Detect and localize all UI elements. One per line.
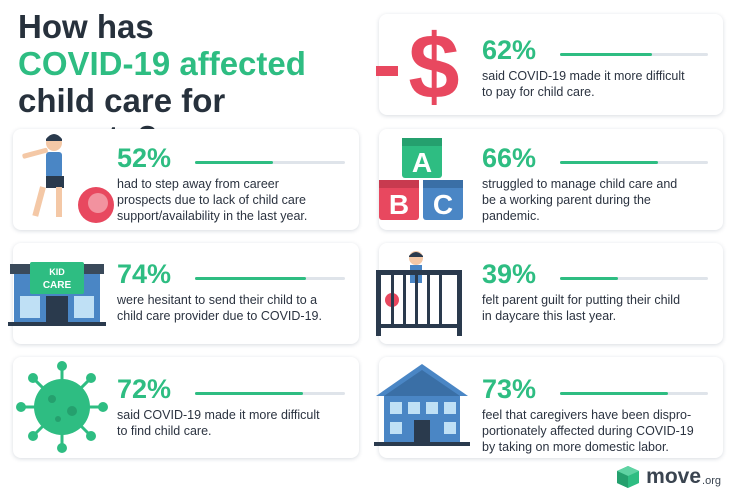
stat-description: were hesitant to send their child to a c… — [117, 293, 322, 323]
move-cube-icon — [617, 466, 640, 488]
block-b-letter: B — [389, 189, 409, 220]
stat-description: felt parent guilt for putting their chil… — [482, 293, 681, 323]
kid-sign-text: KID — [49, 267, 65, 277]
title-line-2: COVID-19 affected — [18, 45, 306, 82]
stat-73: 73% feel that caregivers have been dispr… — [482, 374, 717, 458]
stat-bar-fill — [560, 392, 669, 395]
stat-description: said COVID-19 made it more difficult to … — [482, 69, 685, 99]
stat-percent: 74% — [117, 259, 172, 289]
child-in-crib-icon — [374, 248, 466, 343]
stat-52: 52% had to step away from career prospec… — [117, 143, 352, 223]
brand-suffix: .org — [702, 475, 721, 487]
stat-card-pay-child-care — [379, 14, 723, 115]
stat-bar — [560, 277, 708, 280]
stat-bar — [560, 161, 708, 164]
block-c-letter: C — [433, 189, 453, 220]
block-a-letter: A — [412, 147, 432, 178]
stat-percent: 39% — [482, 259, 537, 289]
stat-percent: 73% — [482, 374, 537, 404]
stat-percent: 66% — [482, 143, 537, 173]
stat-bar-fill — [195, 392, 303, 395]
stat-description: said COVID-19 made it more difficult to … — [117, 408, 320, 438]
stat-description: feel that caregivers have been dispro- p… — [482, 408, 694, 454]
page-title: How has COVID-19 affected child care for… — [18, 8, 363, 156]
stat-bar — [560, 392, 708, 395]
stat-62: 62% said COVID-19 made it more difficult… — [482, 35, 712, 105]
house-icon — [372, 360, 472, 455]
child-with-ball-icon — [14, 129, 114, 234]
abc-blocks-icon: A B C — [377, 134, 469, 231]
stat-bar-fill — [560, 161, 658, 164]
title-line-1: How has — [18, 8, 154, 45]
svg-text:$: $ — [408, 18, 459, 114]
dollar-sign-icon: $ — [372, 16, 468, 119]
stat-percent: 62% — [482, 35, 537, 65]
stat-bar-fill — [560, 53, 652, 56]
kid-care-building-icon: KID CARE — [6, 258, 108, 335]
stat-bar-fill — [560, 277, 618, 280]
stat-72: 72% said COVID-19 made it more difficult… — [117, 374, 352, 444]
stat-percent: 72% — [117, 374, 172, 404]
stat-description: had to step away from career prospects d… — [117, 177, 308, 223]
brand-name: move — [646, 465, 702, 488]
stat-39: 39% felt parent guilt for putting their … — [482, 259, 717, 329]
virus-icon — [14, 359, 110, 460]
stat-bar — [195, 392, 345, 395]
stat-description: struggled to manage child care and be a … — [482, 177, 678, 223]
stat-bar — [195, 161, 345, 164]
stat-percent: 52% — [117, 143, 172, 173]
stat-bar-fill — [195, 161, 273, 164]
stat-card-career — [13, 129, 359, 230]
care-sign-text: CARE — [43, 280, 72, 291]
stat-bar-fill — [195, 277, 306, 280]
stat-74: 74% were hesitant to send their child to… — [117, 259, 352, 329]
stat-bar — [560, 53, 708, 56]
stat-bar — [195, 277, 345, 280]
stat-66: 66% struggled to manage child care and b… — [482, 143, 717, 223]
brand-logo: move .org — [615, 464, 721, 490]
